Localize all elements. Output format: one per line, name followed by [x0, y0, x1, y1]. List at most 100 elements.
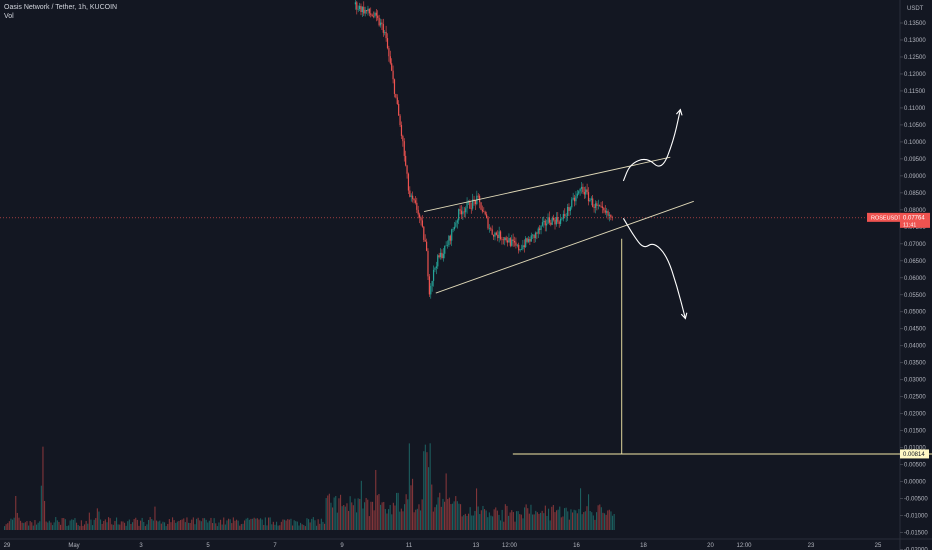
volume-bar — [575, 510, 577, 530]
candle-body — [463, 211, 465, 213]
volume-bar — [452, 503, 454, 530]
volume-bar — [442, 498, 444, 530]
volume-bar — [520, 514, 522, 530]
candle-body — [360, 5, 362, 13]
volume-bar — [564, 508, 566, 530]
y-tick-label: -0.01500 — [904, 531, 928, 537]
volume-bar — [541, 510, 543, 530]
candle-body — [594, 203, 597, 208]
candle-body — [573, 197, 576, 202]
volume-bar — [341, 506, 343, 530]
volume-bar — [162, 521, 164, 530]
volume-bar — [308, 519, 310, 530]
volume-bar — [312, 517, 314, 530]
volume-bar — [549, 520, 551, 530]
volume-bar — [528, 513, 530, 530]
candle-body — [396, 97, 398, 104]
candle-body — [578, 191, 580, 194]
y-tick-label: -0.02000 — [904, 548, 928, 550]
volume-bar — [285, 520, 287, 530]
drawings[interactable] — [0, 108, 932, 455]
candle-body — [374, 12, 376, 17]
volume-bar — [428, 467, 430, 530]
last-price-text: 0.07764 — [903, 215, 925, 221]
candle-body — [434, 268, 436, 270]
volume-indicator-label[interactable]: Vol — [4, 13, 14, 20]
volume-bar — [340, 494, 342, 530]
arrow-up-icon-head[interactable] — [675, 108, 683, 116]
candle-body — [589, 199, 591, 202]
arrow-down-icon-head[interactable] — [680, 312, 688, 320]
candle-body — [448, 235, 450, 246]
arrow-down-icon[interactable] — [622, 218, 686, 319]
symbol-title[interactable]: Oasis Network / Tether, 1h, KUCOIN — [4, 4, 118, 11]
x-tick-label: 20 — [707, 543, 714, 549]
volume-bar — [431, 484, 433, 530]
volume-bar — [610, 511, 612, 530]
volume-bar — [434, 507, 436, 530]
volume-bar — [554, 512, 556, 530]
candle-body — [488, 228, 490, 229]
volume-bar — [400, 508, 402, 530]
volume-bar — [228, 518, 230, 530]
volume-bar — [101, 523, 103, 530]
candle-body — [354, 2, 356, 5]
candle-body — [498, 231, 500, 239]
candle-body — [403, 141, 405, 156]
volume-bar — [44, 500, 46, 530]
volume-bar — [220, 519, 222, 530]
candle-body — [515, 242, 517, 246]
volume-bar — [408, 443, 410, 530]
candle-body — [462, 211, 464, 215]
volume-bar — [330, 502, 332, 530]
candle-body — [539, 228, 541, 230]
channel-upper-line[interactable] — [423, 156, 671, 212]
volume-bar — [343, 504, 345, 530]
last-price-badge — [900, 212, 930, 228]
candle-body — [608, 214, 611, 216]
volume-bar — [40, 485, 42, 530]
volume-bar — [133, 519, 135, 530]
volume-bar — [437, 497, 439, 530]
candle-body — [372, 16, 375, 17]
volume-bar — [453, 501, 455, 530]
volume-bar — [79, 526, 81, 530]
y-tick-label: 0.05000 — [904, 310, 926, 316]
volume-bar — [370, 501, 372, 530]
candle-body — [568, 206, 570, 211]
volume-bar — [316, 525, 318, 530]
candle-body — [505, 237, 507, 241]
volume-bar — [247, 517, 249, 530]
y-tick-label: 0.07000 — [904, 242, 926, 248]
volume-bar — [274, 524, 276, 530]
volume-bar — [562, 516, 564, 530]
volume-bar — [8, 521, 10, 530]
volume-bar — [416, 508, 418, 530]
volume-bar — [592, 515, 594, 530]
candle-body — [491, 229, 493, 235]
arrow-up-icon[interactable] — [622, 109, 681, 182]
volume-bar — [503, 521, 505, 530]
candle-body — [375, 12, 377, 16]
volume-bar — [60, 524, 62, 530]
volume-bar — [23, 523, 25, 530]
volume-bar — [556, 510, 558, 530]
volume-bar — [66, 526, 68, 530]
volume-bar — [599, 504, 601, 530]
volume-bar — [522, 518, 524, 530]
volume-bar — [178, 520, 180, 530]
volume-bar — [258, 519, 260, 530]
candle-body — [566, 206, 569, 216]
volume-bar — [378, 493, 380, 530]
candle-body — [501, 239, 503, 240]
y-tick-label: 0.08500 — [904, 191, 926, 197]
candle-body — [506, 240, 509, 243]
volume-bar — [13, 517, 15, 530]
channel-lower-line[interactable] — [435, 200, 694, 294]
y-tick-label: 0.08000 — [904, 208, 926, 214]
y-tick-label: 0.05500 — [904, 293, 926, 299]
candle-body — [371, 14, 373, 17]
volume-bar — [172, 517, 174, 530]
